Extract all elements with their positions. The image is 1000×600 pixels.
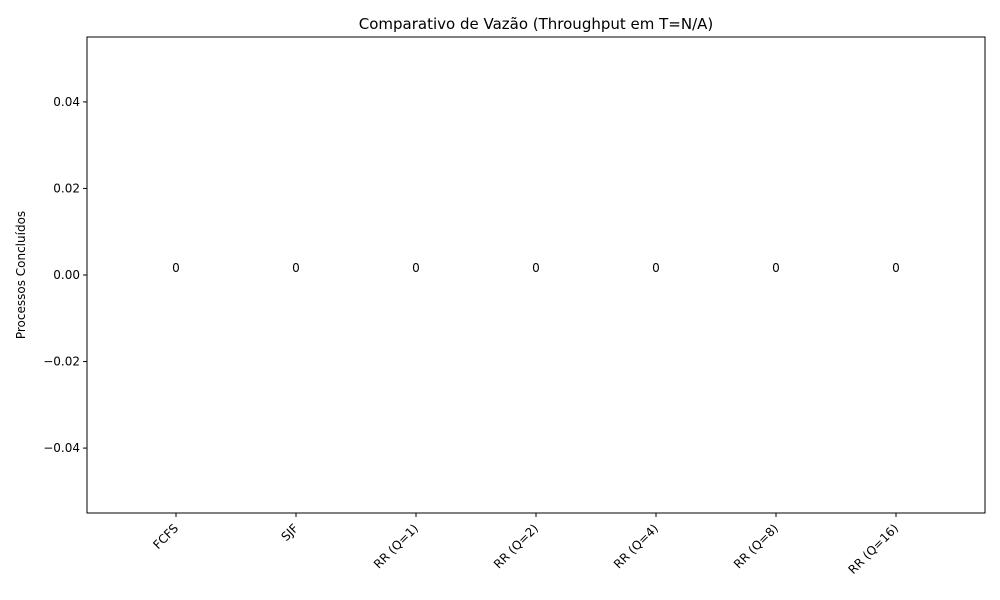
x-tick-label: FCFS <box>150 521 181 552</box>
bar-value-label: 0 <box>772 261 780 275</box>
x-tick-label: RR (Q=1) <box>371 521 421 571</box>
plot-area <box>86 36 986 514</box>
x-tick-label: RR (Q=4) <box>611 521 661 571</box>
y-tick-label: −0.04 <box>43 441 80 455</box>
y-tick-label: 0.04 <box>53 95 80 109</box>
bar-value-label: 0 <box>892 261 900 275</box>
data-labels: 0 0 0 0 0 0 0 <box>172 261 900 275</box>
x-tick-label: RR (Q=2) <box>491 521 541 571</box>
y-tick-label: 0.00 <box>53 268 80 282</box>
y-axis: −0.04 −0.02 0.00 0.02 0.04 <box>43 95 87 455</box>
x-tick-label: RR (Q=16) <box>846 521 902 577</box>
y-tick-label: 0.02 <box>53 181 80 195</box>
chart-title: Comparativo de Vazão (Throughput em T=N/… <box>359 15 714 33</box>
y-tick-label: −0.02 <box>43 355 80 369</box>
bar-value-label: 0 <box>292 261 300 275</box>
y-axis-label: Processos Concluídos <box>14 211 28 339</box>
x-tick-label: SJF <box>278 521 301 544</box>
bar-value-label: 0 <box>172 261 180 275</box>
x-axis: FCFS SJF RR (Q=1) RR (Q=2) RR (Q=4) RR (Q=8) R… <box>150 513 901 577</box>
bar-value-label: 0 <box>532 261 540 275</box>
bar-value-label: 0 <box>652 261 660 275</box>
x-tick-label: RR (Q=8) <box>731 521 781 571</box>
bar-value-label: 0 <box>412 261 420 275</box>
